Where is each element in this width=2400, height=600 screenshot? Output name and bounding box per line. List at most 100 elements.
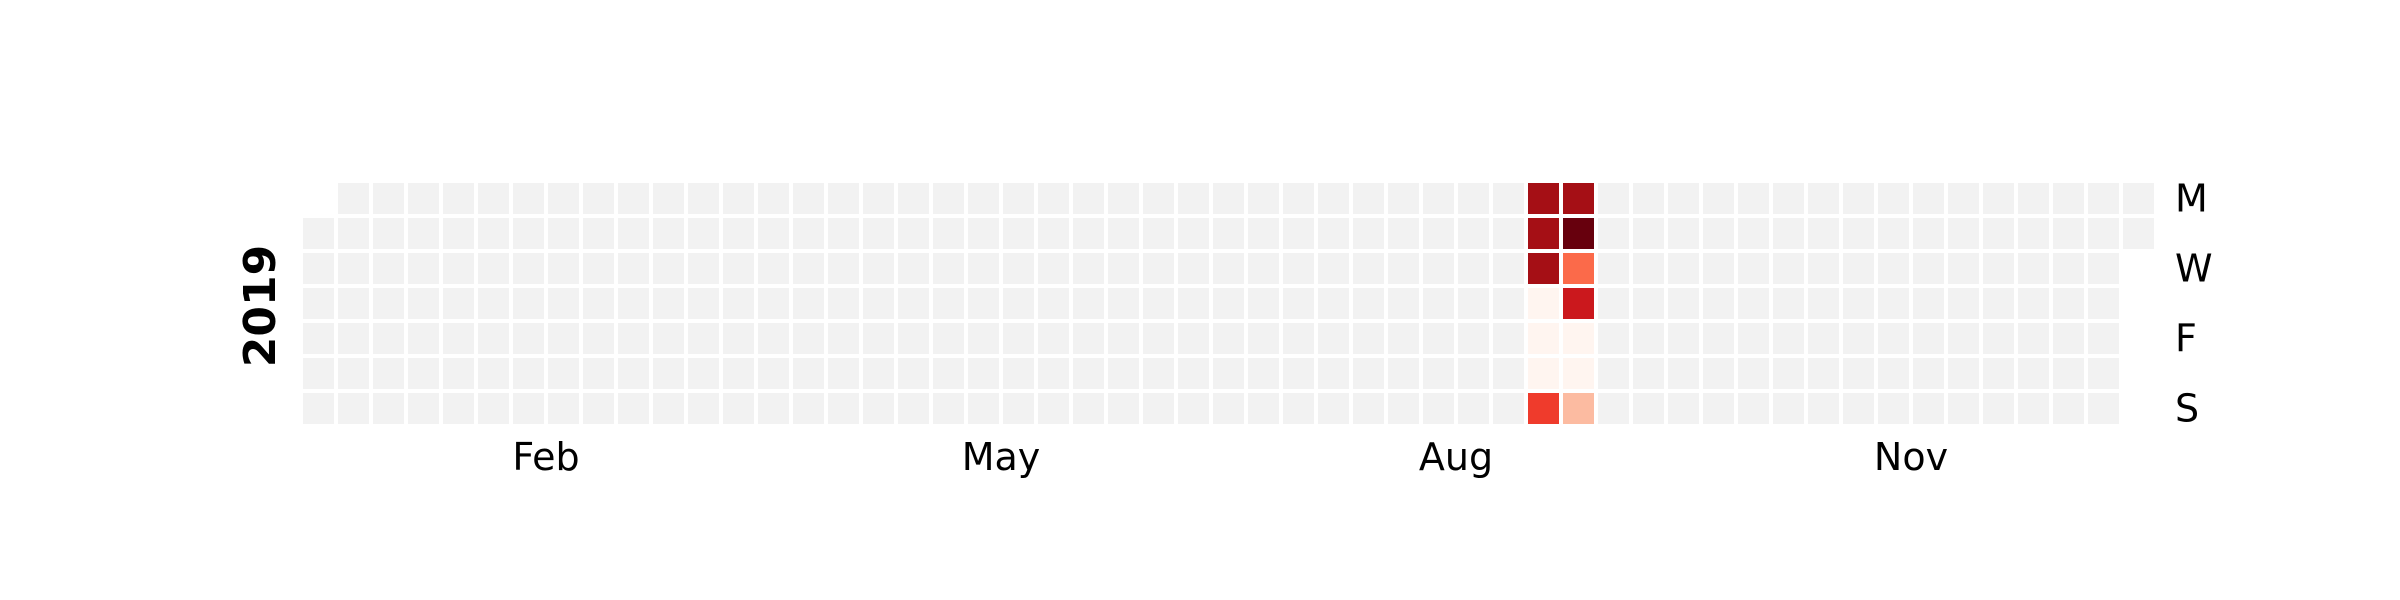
heatmap-cell	[1353, 183, 1384, 214]
heatmap-cell	[1458, 218, 1489, 249]
heatmap-cell	[1178, 393, 1209, 424]
heatmap-cell	[898, 288, 929, 319]
heatmap-cell	[513, 288, 544, 319]
heatmap-cell	[1073, 183, 1104, 214]
heatmap-cell	[1668, 253, 1699, 284]
heatmap-cell	[1178, 358, 1209, 389]
year-label: 2019	[235, 245, 286, 367]
heatmap-cell	[1773, 253, 1804, 284]
heatmap-cell	[1458, 288, 1489, 319]
heatmap-cell	[898, 218, 929, 249]
heatmap-cell	[478, 218, 509, 249]
heatmap-cell	[478, 183, 509, 214]
month-tick-label: Aug	[1419, 435, 1493, 479]
heatmap-cell	[618, 323, 649, 354]
heatmap-cell	[583, 183, 614, 214]
month-tick-label: Feb	[512, 435, 579, 479]
heatmap-cell	[1388, 183, 1419, 214]
heatmap-cell	[688, 218, 719, 249]
heatmap-cell	[1668, 393, 1699, 424]
heatmap-cell	[1983, 183, 2014, 214]
heatmap-cell	[548, 323, 579, 354]
heatmap-cell	[618, 218, 649, 249]
heatmap-cell	[968, 288, 999, 319]
heatmap-cell	[1808, 218, 1839, 249]
heatmap-cell	[1248, 393, 1279, 424]
heatmap-cell	[478, 253, 509, 284]
heatmap-cell	[513, 358, 544, 389]
heatmap-cell	[1248, 253, 1279, 284]
heatmap-cell	[1913, 253, 1944, 284]
heatmap-cell	[2018, 358, 2049, 389]
heatmap-cell	[723, 393, 754, 424]
heatmap-cell	[1668, 288, 1699, 319]
heatmap-cell	[1563, 183, 1594, 214]
heatmap-cell	[828, 393, 859, 424]
heatmap-cell	[1073, 393, 1104, 424]
heatmap-cell	[373, 183, 404, 214]
heatmap-cell	[968, 358, 999, 389]
heatmap-cell	[1318, 323, 1349, 354]
heatmap-cell	[1318, 358, 1349, 389]
heatmap-cell	[1598, 218, 1629, 249]
heatmap-cell	[583, 393, 614, 424]
heatmap-cell	[2088, 253, 2119, 284]
heatmap-cell	[1878, 323, 1909, 354]
heatmap-cell	[1178, 288, 1209, 319]
heatmap-cell	[1913, 288, 1944, 319]
heatmap-cell	[898, 358, 929, 389]
heatmap-cell	[1703, 358, 1734, 389]
heatmap-cell	[618, 183, 649, 214]
heatmap-cell	[338, 183, 369, 214]
heatmap-cell	[1808, 253, 1839, 284]
heatmap-cell	[1913, 183, 1944, 214]
heatmap-cell	[303, 218, 334, 249]
heatmap-cell	[408, 358, 439, 389]
heatmap-cell	[1003, 323, 1034, 354]
heatmap-cell	[2088, 393, 2119, 424]
heatmap-cell	[1598, 288, 1629, 319]
heatmap-cell	[2053, 253, 2084, 284]
heatmap-cell	[1423, 183, 1454, 214]
heatmap-cell	[1213, 218, 1244, 249]
heatmap-cells	[303, 183, 2154, 424]
heatmap-cell	[1283, 183, 1314, 214]
heatmap-cell	[2018, 288, 2049, 319]
heatmap-cell	[1598, 323, 1629, 354]
heatmap-cell	[2088, 183, 2119, 214]
heatmap-cell	[653, 253, 684, 284]
heatmap-cell	[1213, 393, 1244, 424]
heatmap-cell	[723, 288, 754, 319]
heatmap-cell	[408, 183, 439, 214]
heatmap-cell	[583, 288, 614, 319]
heatmap-cell	[1248, 183, 1279, 214]
month-tick-labels: Feb May Aug Nov	[512, 435, 1948, 479]
heatmap-cell	[933, 393, 964, 424]
heatmap-cell	[478, 393, 509, 424]
heatmap-cell	[1178, 253, 1209, 284]
heatmap-cell	[1773, 218, 1804, 249]
heatmap-cell	[793, 288, 824, 319]
heatmap-cell	[443, 323, 474, 354]
heatmap-cell	[1633, 218, 1664, 249]
heatmap-cell	[548, 218, 579, 249]
heatmap-cell	[1283, 288, 1314, 319]
heatmap-cell	[933, 288, 964, 319]
heatmap-cell	[1283, 253, 1314, 284]
heatmap-cell	[1843, 358, 1874, 389]
heatmap-cell	[653, 288, 684, 319]
heatmap-cell	[793, 218, 824, 249]
heatmap-cell	[338, 323, 369, 354]
heatmap-cell	[1353, 218, 1384, 249]
heatmap-cell	[688, 288, 719, 319]
heatmap-cell	[1528, 253, 1559, 284]
heatmap-cell	[548, 183, 579, 214]
heatmap-cell	[968, 183, 999, 214]
heatmap-cell	[1983, 218, 2014, 249]
heatmap-cell	[1738, 358, 1769, 389]
weekday-tick-label: W	[2175, 247, 2213, 291]
heatmap-cell	[933, 183, 964, 214]
heatmap-cell	[2018, 218, 2049, 249]
heatmap-cell	[1073, 358, 1104, 389]
